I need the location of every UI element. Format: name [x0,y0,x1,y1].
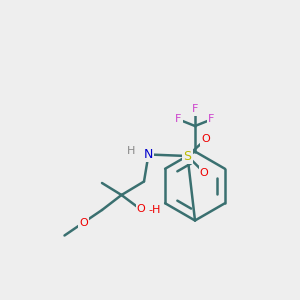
Text: H: H [127,146,135,157]
Text: -H: -H [148,205,161,215]
Text: O: O [200,167,208,178]
Text: F: F [192,104,198,115]
Text: O: O [79,218,88,228]
Text: O: O [201,134,210,145]
Text: F: F [175,114,182,124]
Text: N: N [144,148,153,161]
Text: O: O [136,203,146,214]
Text: S: S [184,149,191,163]
Text: F: F [208,114,215,124]
